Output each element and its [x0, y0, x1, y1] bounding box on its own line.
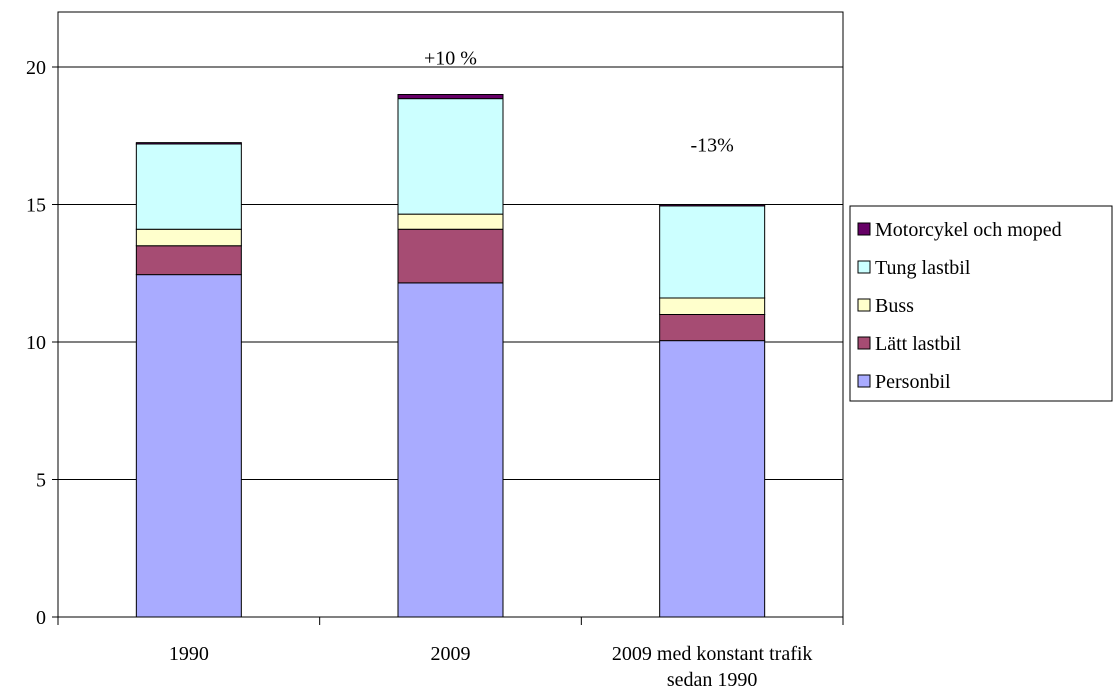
x-tick-label-1: 2009: [431, 643, 471, 665]
legend: Motorcykel och moped Tung lastbil Buss Lätt…: [849, 205, 1113, 402]
legend-swatch-4: [857, 374, 871, 388]
legend-swatch-1: [857, 260, 871, 274]
y-tick-label-0: 0: [36, 607, 46, 629]
bar-segment-tung-lastbil-2: [659, 205, 766, 299]
annotations: +10 % -13%: [424, 48, 734, 157]
bar-segment-personbil-2: [659, 340, 766, 618]
bar-segment-l-tt-lastbil-1: [397, 228, 504, 284]
bars: [135, 94, 766, 618]
x-tick-labels: 1990 2009 2009 med konstant trafik sedan 19…: [169, 643, 813, 691]
plot-area-border: [57, 11, 844, 618]
y-tick-label-20: 20: [26, 57, 46, 79]
legend-swatch-3: [857, 336, 871, 350]
annotation-2: -13%: [691, 135, 734, 157]
bar-segment-l-tt-lastbil-2: [659, 314, 766, 342]
bar-segment-buss-2: [659, 297, 766, 315]
bar-segment-tung-lastbil-1: [397, 98, 504, 215]
y-tick-labels: 0 5 10 15 20: [26, 57, 46, 629]
y-tick-label-10: 10: [26, 332, 46, 354]
bar-segment-motorcykel-och-moped-0: [135, 142, 242, 145]
legend-swatch-0: [857, 222, 871, 236]
bar-segment-tung-lastbil-0: [135, 143, 242, 230]
legend-swatch-2: [857, 298, 871, 312]
legend-label-3: Lätt lastbil: [875, 333, 962, 355]
x-tick-label-2: 2009 med konstant trafik: [612, 643, 813, 665]
legend-label-2: Buss: [875, 295, 914, 317]
legend-label-0: Motorcykel och moped: [875, 219, 1062, 241]
bar-segment-l-tt-lastbil-0: [135, 245, 242, 276]
axes: [52, 11, 844, 625]
x-tick-label-0: 1990: [169, 643, 209, 665]
legend-label-4: Personbil: [875, 371, 951, 393]
x-tick-label-2-line1: sedan 1990: [667, 669, 758, 691]
bar-segment-personbil-0: [135, 274, 242, 618]
legend-label-1: Tung lastbil: [875, 257, 971, 279]
bar-segment-buss-0: [135, 228, 242, 247]
bar-segment-motorcykel-och-moped-1: [397, 94, 504, 100]
bar-segment-personbil-1: [397, 282, 504, 618]
y-tick-label-15: 15: [26, 195, 46, 217]
y-tick-label-5: 5: [36, 470, 46, 492]
bar-segment-motorcykel-och-moped-2: [659, 204, 766, 207]
bar-segment-buss-1: [397, 213, 504, 230]
legend-box: [849, 205, 1113, 402]
annotation-1: +10 %: [424, 48, 477, 70]
